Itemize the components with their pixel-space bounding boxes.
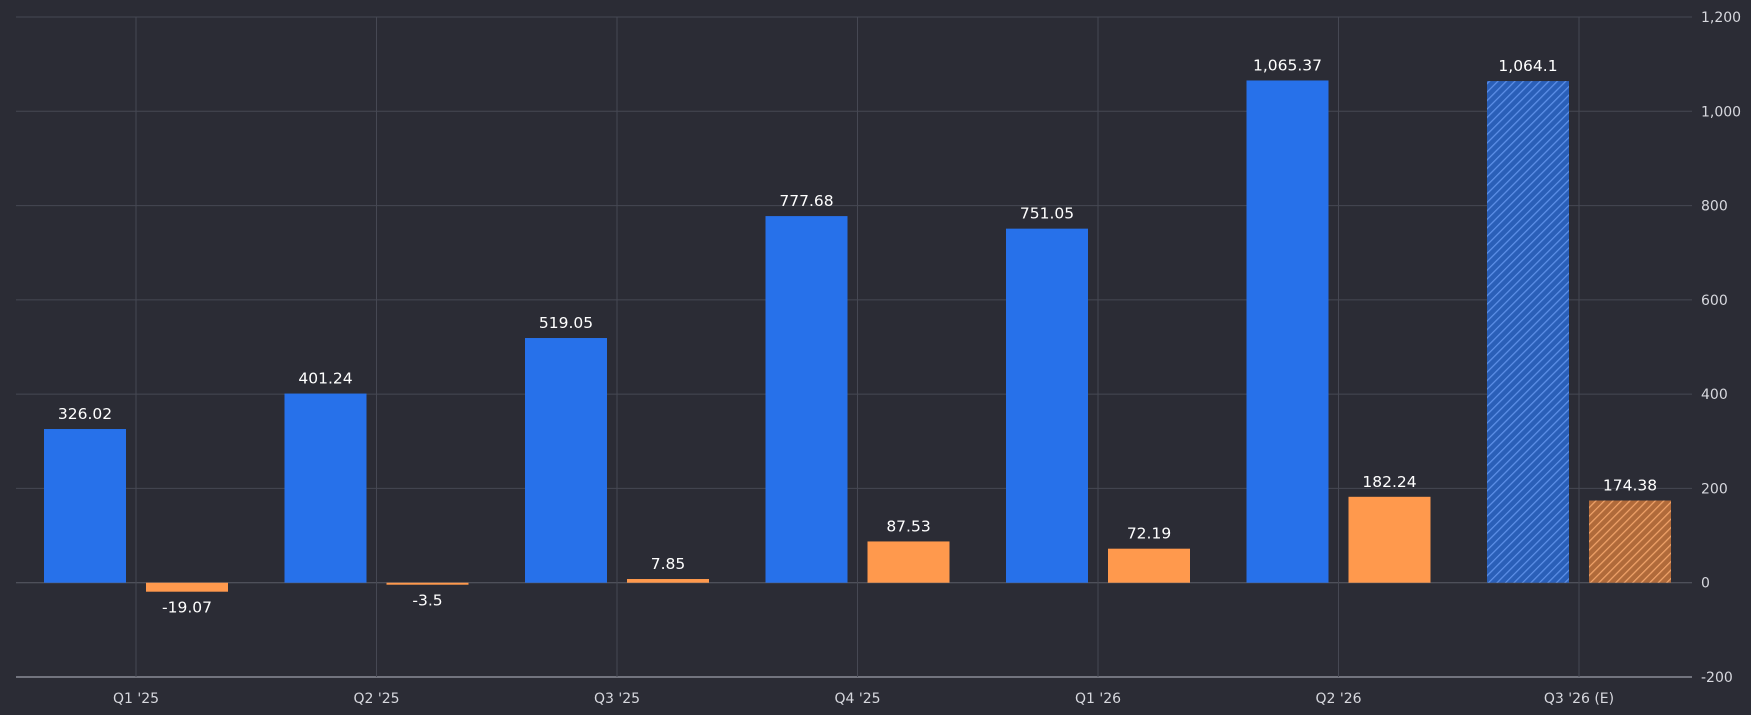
data-label-series-1-2: 519.05: [539, 314, 593, 332]
data-label-series-2-0: -19.07: [162, 599, 212, 617]
x-tick-label: Q1 '25: [113, 691, 159, 707]
data-label-series-1-4: 751.05: [1020, 205, 1074, 223]
x-tick-label: Q2 '26: [1315, 691, 1361, 707]
x-tick-label: Q1 '26: [1075, 691, 1121, 707]
x-tick-label: Q3 '26 (E): [1544, 691, 1614, 707]
data-label-series-2-6: 174.38: [1603, 477, 1657, 495]
data-label-series-1-3: 777.68: [779, 192, 833, 210]
bar-series-1-5: [1246, 80, 1329, 583]
y-tick-label: 0: [1701, 576, 1710, 592]
x-tick-label: Q3 '25: [594, 691, 640, 707]
bar-series-1-0: [44, 429, 126, 583]
grid-layer: [16, 16, 1692, 678]
y-tick-label: 400: [1701, 387, 1728, 403]
data-label-series-2-4: 72.19: [1127, 525, 1171, 543]
y-tick-label: 200: [1701, 481, 1728, 497]
data-label-series-1-5: 1,065.37: [1253, 56, 1322, 74]
bar-series-1-2: [525, 338, 607, 583]
bar-series-1-4: [1006, 228, 1088, 583]
data-label-series-2-3: 87.53: [886, 517, 930, 535]
bar-series-2-1: [386, 582, 469, 585]
y-tick-label: 800: [1701, 199, 1728, 215]
x-tick-label: Q2 '25: [353, 691, 399, 707]
bar-series-2-3: [867, 541, 950, 583]
bar-series-2-2: [627, 579, 709, 583]
y-tick-label: 1,000: [1701, 104, 1741, 120]
bar-series-1-6: [1487, 81, 1569, 583]
bar-series-2-4: [1108, 548, 1190, 583]
bar-series-2-6: [1589, 500, 1671, 583]
y-tick-label: 1,200: [1701, 10, 1741, 26]
y-tick-label: -200: [1701, 670, 1733, 686]
bar-series-1-1: [284, 393, 367, 583]
data-label-series-2-5: 182.24: [1362, 473, 1416, 491]
data-label-series-1-0: 326.02: [58, 405, 112, 423]
bar-series-2-0: [146, 582, 228, 592]
data-label-series-1-6: 1,064.1: [1498, 57, 1557, 75]
y-tick-label: 600: [1701, 293, 1728, 309]
bars-layer: [44, 80, 1671, 592]
data-label-series-1-1: 401.24: [298, 370, 352, 388]
data-label-series-2-2: 7.85: [651, 555, 686, 573]
bar-series-1-3: [765, 216, 848, 583]
labels-layer: -200 0 200 400 600 800 1,000 1,200 Q1 '25 Q2 '25 Q…: [58, 10, 1741, 707]
x-tick-label: Q4 '25: [834, 691, 880, 707]
data-label-series-2-1: -3.5: [412, 591, 442, 609]
bar-series-2-5: [1348, 496, 1431, 583]
